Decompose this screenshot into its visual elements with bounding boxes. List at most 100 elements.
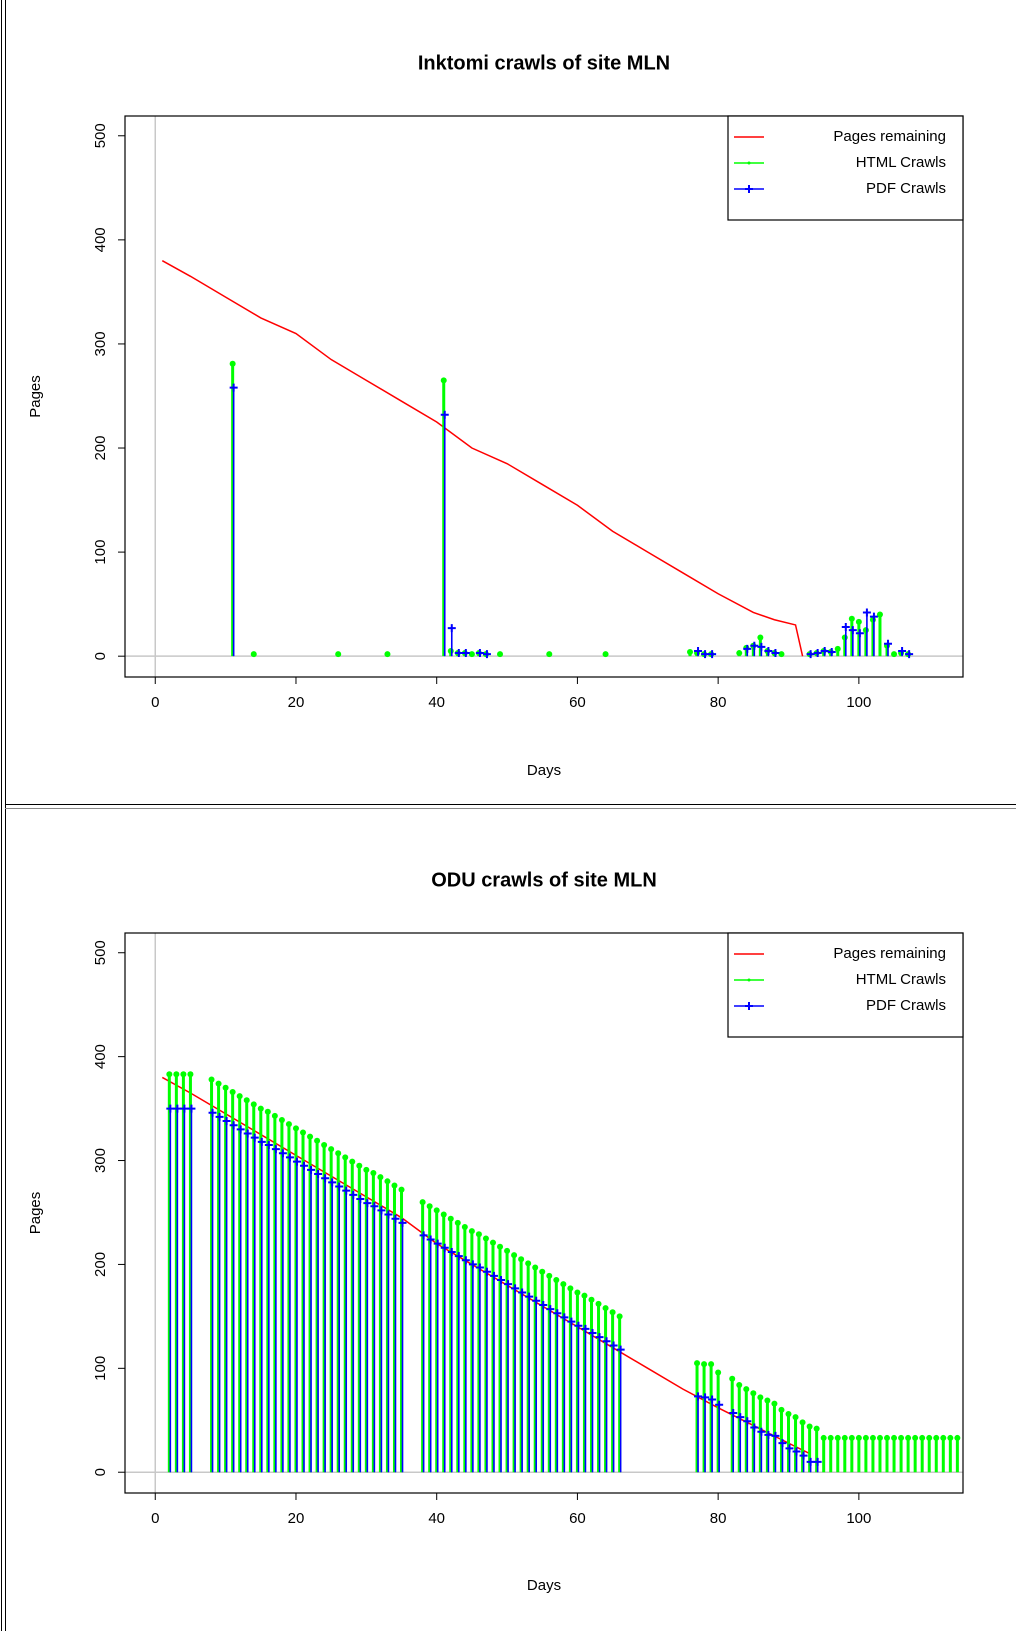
plus-marker xyxy=(328,1178,337,1187)
html-stick xyxy=(855,618,862,657)
plus-marker xyxy=(307,1165,316,1174)
legend-label: PDF Crawls xyxy=(866,180,946,197)
dot-marker xyxy=(173,1071,180,1078)
plus-marker xyxy=(454,1252,463,1261)
pdf-stick xyxy=(187,1104,196,1473)
dot-marker xyxy=(426,1203,433,1210)
plus-marker xyxy=(708,650,717,659)
pdf-stick xyxy=(285,1153,294,1473)
pdf-stick xyxy=(504,1280,513,1473)
pdf-stick xyxy=(454,1252,463,1473)
dot-marker xyxy=(447,647,454,654)
html-stick xyxy=(229,360,236,657)
dot-marker xyxy=(778,651,785,658)
dot-marker xyxy=(419,1199,426,1206)
plus-marker xyxy=(898,646,907,655)
html-stick xyxy=(250,1101,257,1473)
html-stick xyxy=(454,1219,461,1473)
dot-marker xyxy=(905,1434,912,1441)
pdf-stick xyxy=(602,1337,611,1473)
pdf-stick xyxy=(771,1431,780,1473)
plus-marker xyxy=(729,1409,738,1417)
pdf-stick xyxy=(468,1260,477,1473)
dot-marker xyxy=(862,1434,869,1441)
dot-marker xyxy=(391,1182,398,1189)
pdf-stick xyxy=(757,1427,766,1473)
html-stick xyxy=(869,1434,876,1473)
html-stick xyxy=(848,615,855,657)
dot-marker xyxy=(891,1434,898,1441)
dot-marker xyxy=(468,651,475,658)
dot-marker xyxy=(736,1381,743,1388)
dot-marker xyxy=(933,1434,940,1441)
plus-marker xyxy=(166,1104,175,1113)
pdf-stick xyxy=(743,644,752,657)
plus-marker xyxy=(215,1112,224,1121)
dot-marker xyxy=(370,1170,377,1176)
x-tick-label: 100 xyxy=(846,694,871,711)
dot-marker xyxy=(518,1256,525,1263)
plus-marker xyxy=(349,1190,358,1199)
plus-marker xyxy=(222,1117,231,1126)
x-tick-label: 80 xyxy=(710,694,727,711)
dot-marker xyxy=(841,1434,848,1441)
x-axis-label: Days xyxy=(527,762,561,779)
dot-marker xyxy=(919,1434,926,1441)
pdf-stick xyxy=(482,1267,491,1473)
plus-marker xyxy=(771,649,780,658)
html-stick xyxy=(785,1411,792,1473)
pdf-stick xyxy=(342,1186,351,1473)
plus-marker xyxy=(271,1145,280,1154)
dot-marker xyxy=(757,634,764,641)
dot-marker xyxy=(912,1434,919,1441)
plus-marker xyxy=(736,1413,745,1422)
dot-marker xyxy=(349,1158,356,1165)
plus-marker xyxy=(264,1140,273,1149)
pdf-stick xyxy=(278,1149,287,1473)
x-tick-label: 40 xyxy=(428,1510,445,1527)
dot-marker xyxy=(799,1419,806,1426)
pdf-stick xyxy=(370,1202,379,1473)
html-stick xyxy=(257,1105,264,1473)
pdf-stick xyxy=(447,1247,456,1473)
html-stick xyxy=(398,1186,405,1473)
pdf-stick xyxy=(694,646,703,657)
html-stick xyxy=(891,651,898,658)
html-stick xyxy=(384,1178,391,1473)
html-stick xyxy=(166,1071,173,1473)
x-tick-label: 100 xyxy=(846,1510,871,1527)
pdf-stick xyxy=(173,1104,182,1473)
html-stick xyxy=(440,1211,447,1473)
pdf-stick xyxy=(475,649,484,658)
pdf-stick xyxy=(363,1199,372,1473)
plus-marker xyxy=(285,1153,294,1162)
html-stick xyxy=(581,1292,588,1473)
html-stick xyxy=(708,1361,715,1473)
plus-marker xyxy=(342,1186,351,1195)
html-stick xyxy=(912,1434,919,1473)
dot-marker xyxy=(285,1121,292,1128)
dot-marker xyxy=(876,611,883,618)
chart-title: Inktomi crawls of site MLN xyxy=(418,52,670,74)
dot-marker xyxy=(553,1277,560,1284)
pdf-stick xyxy=(264,1140,273,1473)
legend-box xyxy=(727,932,964,1038)
pdf-stick xyxy=(560,1313,569,1473)
plus-marker xyxy=(539,1300,548,1309)
plus-marker xyxy=(848,626,857,635)
html-stick xyxy=(841,634,848,657)
html-stick xyxy=(862,1434,869,1473)
html-stick xyxy=(187,1071,194,1473)
legend-marker xyxy=(745,185,753,193)
plus-marker xyxy=(764,646,773,655)
dot-marker xyxy=(377,1174,384,1181)
pdf-stick xyxy=(764,1430,773,1473)
plus-marker xyxy=(884,639,893,648)
dot-marker xyxy=(292,1125,299,1132)
html-stick xyxy=(447,647,454,657)
pdf-stick xyxy=(292,1157,301,1473)
pdf-stick xyxy=(335,1182,344,1473)
x-tick-label: 20 xyxy=(288,694,305,711)
pdf-stick xyxy=(574,1321,583,1473)
